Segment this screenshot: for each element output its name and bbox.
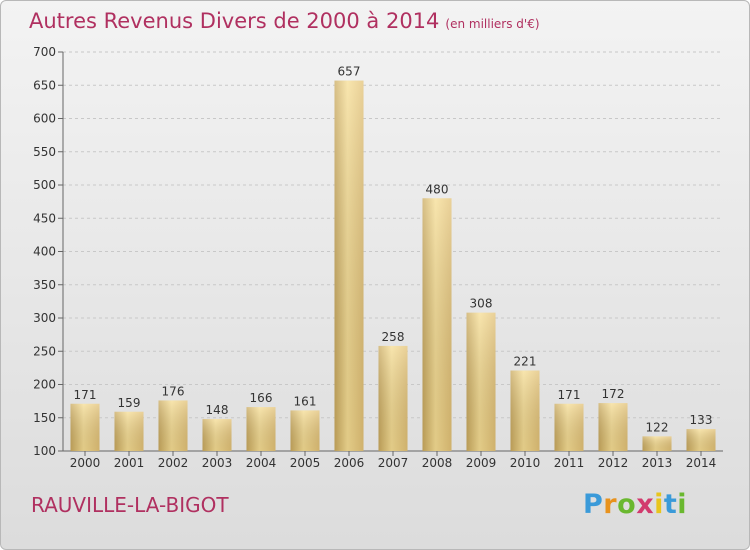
bar-shade: [158, 400, 188, 451]
data-label: 172: [602, 387, 625, 401]
y-tick-label: 650: [33, 78, 56, 92]
data-label: 657: [338, 65, 361, 79]
x-tick-label: 2007: [378, 456, 409, 470]
bar-shade: [554, 403, 584, 451]
y-tick-label: 300: [33, 311, 56, 325]
data-label: 122: [646, 420, 669, 434]
y-tick-label: 150: [33, 411, 56, 425]
bar-shade: [466, 312, 496, 451]
x-tick-label: 2001: [114, 456, 145, 470]
bar-shade: [334, 80, 364, 451]
x-tick-label: 2002: [158, 456, 189, 470]
chart-title: Autres Revenus Divers de 2000 à 2014 (en …: [29, 9, 540, 33]
bar-shade: [114, 411, 144, 451]
x-tick-label: 2008: [422, 456, 453, 470]
commune-name: RAUVILLE-LA-BIGOT: [31, 493, 229, 517]
proxiti-logo: Proxiti: [583, 489, 687, 520]
y-tick-label: 450: [33, 211, 56, 225]
x-tick-label: 2012: [598, 456, 629, 470]
chart-title-text: Autres Revenus Divers de 2000 à 2014: [29, 9, 440, 33]
y-tick-label: 350: [33, 278, 56, 292]
y-tick-label: 600: [33, 112, 56, 126]
x-tick-label: 2011: [554, 456, 585, 470]
bar-shade: [290, 410, 320, 451]
bar-shade: [70, 403, 100, 451]
logo-letter: x: [636, 489, 655, 520]
logo-letter: r: [603, 489, 618, 520]
x-tick-label: 2006: [334, 456, 365, 470]
y-tick-label: 200: [33, 378, 56, 392]
logo-letter: i: [677, 489, 688, 520]
logo-letter: t: [663, 489, 678, 520]
logo-letter: P: [583, 489, 604, 520]
x-tick-label: 2009: [466, 456, 497, 470]
bar-shade: [422, 198, 452, 451]
y-tick-label: 700: [33, 45, 56, 59]
data-label: 166: [250, 391, 273, 405]
bar-shade: [642, 436, 672, 451]
bar-shade: [202, 419, 232, 451]
logo-letter: i: [654, 489, 664, 520]
x-tick-label: 2004: [246, 456, 277, 470]
logo-letter: o: [617, 489, 637, 520]
x-tick-label: 2010: [510, 456, 541, 470]
data-label: 171: [74, 388, 97, 402]
bar-shade: [510, 370, 540, 451]
x-tick-label: 2014: [686, 456, 717, 470]
chart-subtitle: (en milliers d'€): [445, 17, 540, 31]
data-label: 176: [162, 384, 185, 398]
y-tick-label: 250: [33, 344, 56, 358]
x-tick-label: 2000: [70, 456, 101, 470]
bar-shade: [686, 429, 716, 451]
x-tick-label: 2003: [202, 456, 233, 470]
data-label: 148: [206, 403, 229, 417]
y-tick-label: 400: [33, 245, 56, 259]
data-label: 171: [558, 388, 581, 402]
data-label: 133: [690, 413, 713, 427]
data-label: 480: [426, 182, 449, 196]
x-tick-label: 2013: [642, 456, 673, 470]
y-tick-label: 100: [33, 444, 56, 458]
bar-shade: [378, 345, 408, 451]
x-tick-label: 2005: [290, 456, 321, 470]
bar-shade: [598, 403, 628, 451]
data-label: 258: [382, 330, 405, 344]
bar-shade: [246, 407, 276, 451]
y-tick-label: 500: [33, 178, 56, 192]
data-label: 308: [470, 297, 493, 311]
y-tick-label: 550: [33, 145, 56, 159]
data-label: 161: [294, 394, 317, 408]
data-label: 159: [118, 396, 141, 410]
data-label: 221: [514, 355, 537, 369]
